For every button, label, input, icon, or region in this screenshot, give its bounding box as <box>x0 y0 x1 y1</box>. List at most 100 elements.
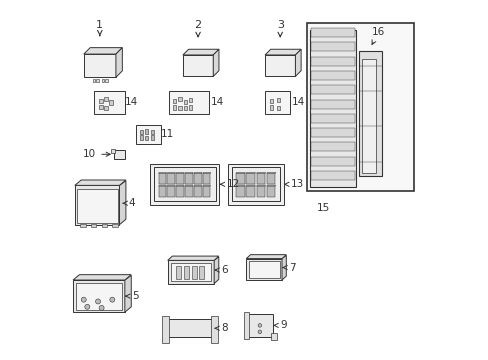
Text: 2: 2 <box>194 20 201 37</box>
Bar <box>114 150 124 158</box>
Circle shape <box>110 297 115 302</box>
Bar <box>153 167 216 201</box>
Circle shape <box>95 299 101 304</box>
Bar <box>162 316 169 342</box>
Bar <box>167 173 175 184</box>
Polygon shape <box>236 172 245 173</box>
Text: 7: 7 <box>283 262 295 273</box>
Bar <box>178 106 181 111</box>
Bar <box>310 143 354 152</box>
Bar <box>145 136 148 140</box>
Polygon shape <box>167 185 175 186</box>
Circle shape <box>81 297 86 302</box>
Bar <box>135 125 160 144</box>
Polygon shape <box>158 185 166 186</box>
Bar <box>109 100 113 105</box>
Bar <box>145 129 148 134</box>
Bar <box>191 266 196 279</box>
Text: 1: 1 <box>96 20 103 36</box>
Polygon shape <box>124 275 131 312</box>
Polygon shape <box>246 255 285 258</box>
Text: 10: 10 <box>83 149 110 159</box>
Bar <box>158 173 166 184</box>
Bar <box>189 98 192 102</box>
Bar <box>310 114 354 123</box>
Bar <box>93 79 95 82</box>
Bar <box>91 224 96 227</box>
Bar <box>104 106 108 111</box>
Bar <box>140 135 143 140</box>
Bar <box>310 100 354 109</box>
Bar <box>266 186 275 197</box>
Polygon shape <box>295 49 301 76</box>
Bar <box>358 51 381 176</box>
Circle shape <box>258 324 261 327</box>
Bar <box>176 266 181 279</box>
Bar <box>171 263 210 281</box>
Bar <box>176 173 183 184</box>
Polygon shape <box>75 180 125 185</box>
Bar <box>178 97 181 102</box>
Polygon shape <box>264 55 295 76</box>
Text: 6: 6 <box>215 265 227 275</box>
Circle shape <box>84 304 90 309</box>
Bar <box>110 149 115 153</box>
Bar <box>203 173 210 184</box>
Bar <box>276 98 279 102</box>
Bar <box>270 105 273 110</box>
Polygon shape <box>183 49 219 55</box>
Bar <box>102 79 104 82</box>
Bar <box>105 79 107 82</box>
Bar <box>149 164 219 205</box>
Text: 16: 16 <box>371 27 384 44</box>
Polygon shape <box>203 185 210 186</box>
Text: 14: 14 <box>291 97 305 107</box>
Bar <box>194 186 201 197</box>
Polygon shape <box>213 49 219 76</box>
Bar <box>310 28 354 37</box>
Polygon shape <box>83 48 122 54</box>
Bar <box>99 99 102 103</box>
Text: 3: 3 <box>276 20 283 37</box>
Bar <box>246 173 254 184</box>
Bar <box>167 319 214 337</box>
Polygon shape <box>185 172 193 173</box>
Polygon shape <box>266 185 275 186</box>
Bar <box>270 99 273 103</box>
Polygon shape <box>256 172 265 173</box>
Polygon shape <box>214 257 218 284</box>
Bar <box>76 283 122 310</box>
Polygon shape <box>246 172 255 173</box>
Bar <box>73 280 124 312</box>
Text: 8: 8 <box>215 323 227 333</box>
Bar <box>361 59 375 173</box>
Bar <box>102 224 107 227</box>
Polygon shape <box>83 54 116 77</box>
Bar <box>112 224 118 227</box>
Bar <box>266 173 275 184</box>
Polygon shape <box>119 181 125 225</box>
Bar <box>246 258 282 280</box>
Bar <box>75 185 119 225</box>
Bar <box>310 157 354 166</box>
Text: 14: 14 <box>210 97 224 107</box>
Bar <box>167 260 214 284</box>
Bar <box>210 316 217 342</box>
Bar <box>236 173 244 184</box>
Polygon shape <box>176 185 184 186</box>
Bar <box>104 97 108 102</box>
Bar <box>310 85 354 94</box>
Bar <box>80 224 85 227</box>
Bar <box>236 186 244 197</box>
Polygon shape <box>194 185 202 186</box>
Bar <box>306 23 413 191</box>
Text: 14: 14 <box>124 97 138 107</box>
Bar <box>310 128 354 137</box>
Polygon shape <box>282 255 285 280</box>
Bar <box>199 266 204 279</box>
Polygon shape <box>167 172 175 173</box>
Bar <box>167 186 175 197</box>
Polygon shape <box>185 185 193 186</box>
Bar <box>246 186 254 197</box>
Bar <box>183 100 186 104</box>
